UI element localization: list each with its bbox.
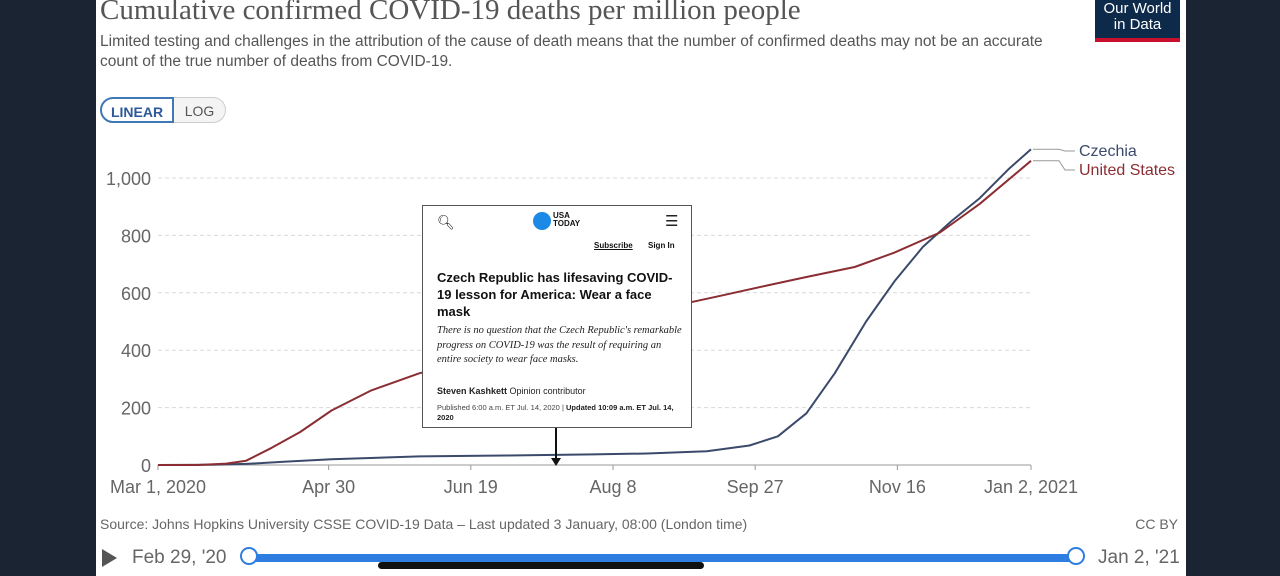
search-icon[interactable]: 🔍︎ [437, 214, 455, 230]
y-tick-label: 400 [121, 341, 151, 361]
chart-title: Cumulative confirmed COVID-19 deaths per… [100, 0, 801, 26]
x-tick-label: Aug 8 [589, 477, 636, 497]
series-label-leader [1033, 148, 1075, 152]
author-name[interactable]: Steven Kashkett [437, 386, 508, 396]
usa-today-wordmark: USA TODAY [553, 212, 580, 228]
x-tick-label: Mar 1, 2020 [110, 477, 206, 497]
annotation-pointer-arrow [551, 458, 561, 466]
chart-subtitle: Limited testing and challenges in the at… [100, 33, 1043, 70]
timeline-end-label: Jan 2, '21 [1098, 547, 1180, 568]
timeline-slider-track[interactable] [249, 554, 1076, 562]
series-line-czechia [157, 148, 1032, 466]
y-tick-label: 200 [121, 399, 151, 419]
play-icon[interactable] [102, 549, 117, 567]
x-tick-label: Jun 19 [444, 477, 498, 497]
usa-today-logo-icon [533, 212, 551, 230]
article-byline: Steven Kashkett Opinion contributor [437, 386, 586, 396]
x-tick-label: Nov 16 [869, 477, 926, 497]
series-label-leader [1033, 160, 1075, 171]
x-tick-label: Jan 2, 2021 [984, 477, 1078, 497]
article-summary: There is no question that the Czech Repu… [437, 325, 682, 365]
home-indicator [378, 562, 704, 569]
series-end-label: United States [1079, 162, 1175, 179]
log-scale-button[interactable]: LOG [174, 97, 226, 123]
source-note: Source: Johns Hopkins University CSSE CO… [100, 516, 748, 532]
timeline-start-label: Feb 29, '20 [132, 547, 227, 568]
license-link[interactable]: CC BY [1135, 516, 1178, 532]
x-tick-label: Apr 30 [302, 477, 355, 497]
owid-logo[interactable]: Our World in Data [1095, 0, 1180, 42]
annotation-pointer-line [555, 428, 557, 462]
linear-scale-button[interactable]: LINEAR [100, 97, 174, 123]
timeline-start-handle[interactable] [240, 547, 258, 565]
chart-panel: Cumulative confirmed COVID-19 deaths per… [96, 0, 1186, 576]
author-role: Opinion contributor [509, 386, 586, 396]
logo-line-1: Our World [1103, 0, 1172, 17]
wordmark-line-1: USA [553, 211, 570, 220]
article-headline[interactable]: Czech Republic has lifesaving COVID-19 l… [437, 270, 673, 319]
x-tick-label: Sep 27 [727, 477, 784, 497]
subscribe-link[interactable]: Subscribe [594, 241, 633, 250]
article-dates: Published 6:00 a.m. ET Jul. 14, 2020 | U… [437, 403, 674, 422]
news-article-overlay[interactable]: 🔍︎ USA TODAY ☰ Subscribe Sign In Czech R… [422, 205, 692, 428]
updated-date: Updated 10:09 a.m. ET Jul. 14, 2020 [437, 403, 674, 422]
y-tick-label: 600 [121, 284, 151, 304]
timeline-end-handle[interactable] [1067, 547, 1085, 565]
published-date: Published 6:00 a.m. ET Jul. 14, 2020 [437, 403, 560, 412]
sign-in-link[interactable]: Sign In [648, 241, 675, 250]
y-tick-label: 1,000 [106, 169, 151, 189]
y-tick-label: 800 [121, 226, 151, 246]
logo-line-2: in Data [1113, 16, 1162, 33]
wordmark-line-2: TODAY [553, 219, 581, 228]
hamburger-menu-icon[interactable]: ☰ [665, 213, 679, 230]
y-tick-label: 0 [141, 456, 151, 476]
series-end-label: Czechia [1079, 143, 1137, 160]
